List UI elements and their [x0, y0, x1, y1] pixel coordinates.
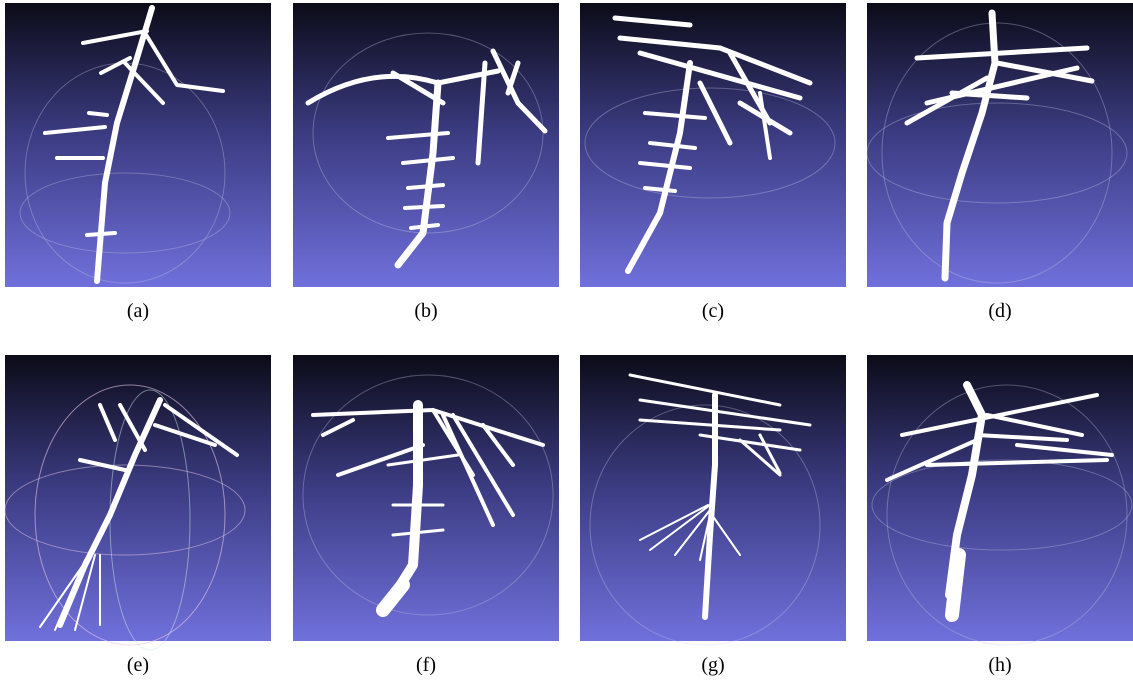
page: (a) (b) (c) (d) (e) (f) (g) (h) (() => {…	[0, 0, 1133, 683]
caption: (g)	[701, 654, 724, 676]
panel	[867, 355, 1133, 645]
caption: (b)	[414, 300, 437, 322]
panel	[293, 355, 559, 641]
figure: (a) (b) (c) (d) (e) (f) (g) (h)	[0, 0, 1133, 683]
panel	[5, 355, 271, 650]
caption: (a)	[127, 300, 149, 322]
panel	[867, 3, 1133, 287]
caption: (c)	[702, 300, 724, 322]
caption: (e)	[127, 654, 149, 676]
caption: (d)	[988, 300, 1011, 322]
panel	[580, 3, 846, 287]
panel	[5, 3, 271, 287]
caption: (h)	[988, 654, 1011, 676]
panel	[580, 355, 846, 645]
panel	[293, 3, 559, 287]
caption: (f)	[416, 654, 436, 676]
